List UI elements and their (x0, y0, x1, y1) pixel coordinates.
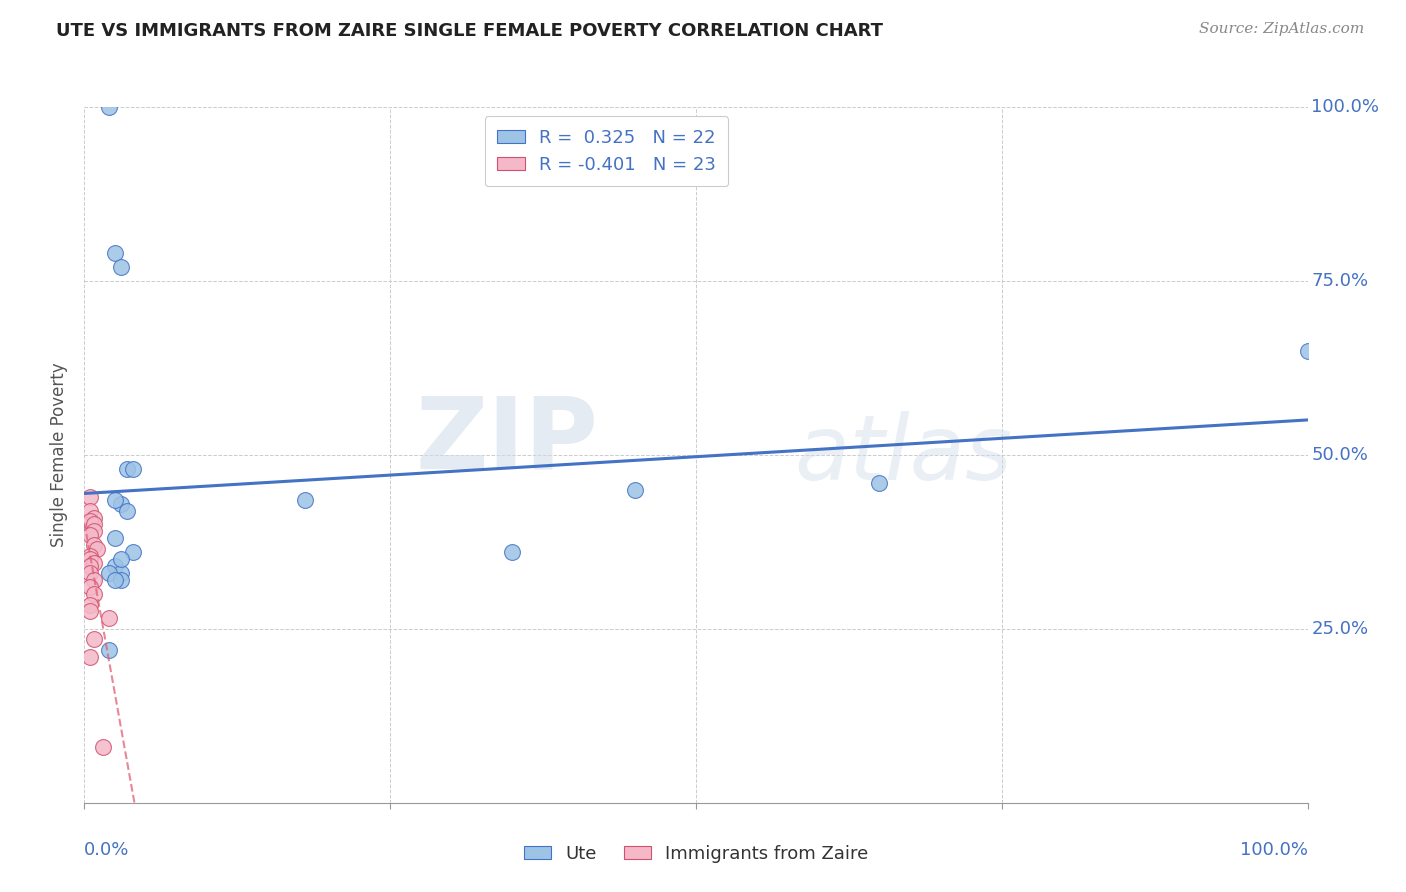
Point (83, 587, 105, 601)
Point (97, 566, 120, 581)
Point (97, 611, 120, 625)
Point (115, 503, 138, 517)
Text: ZIP: ZIP (415, 392, 598, 490)
Point (501, 545, 523, 559)
Point (91, 740, 114, 755)
Point (104, 573, 127, 587)
Text: 100.0%: 100.0% (1240, 841, 1308, 859)
Point (79, 566, 101, 581)
Point (83, 556, 105, 570)
Point (110, 552, 132, 566)
Point (97, 100, 120, 114)
Point (110, 497, 132, 511)
Point (79, 580, 101, 594)
Point (79, 490, 101, 504)
Point (86, 541, 108, 556)
Text: 50.0%: 50.0% (1312, 446, 1368, 464)
Point (83, 632, 105, 647)
Y-axis label: Single Female Poverty: Single Female Poverty (51, 363, 69, 547)
Point (294, 493, 316, 508)
Point (79, 514, 101, 528)
Point (79, 605, 101, 619)
Point (110, 566, 132, 581)
Point (79, 503, 101, 517)
Text: atlas: atlas (794, 411, 1012, 499)
Point (110, 260, 132, 274)
Text: Source: ZipAtlas.com: Source: ZipAtlas.com (1198, 22, 1364, 37)
Text: 75.0%: 75.0% (1312, 272, 1368, 290)
Point (1296, 343, 1319, 358)
Point (79, 528, 101, 542)
Point (79, 549, 101, 563)
Text: 100.0%: 100.0% (1312, 98, 1379, 116)
Point (115, 462, 138, 476)
Point (97, 642, 120, 657)
Point (624, 483, 647, 497)
Text: 0.0%: 0.0% (84, 841, 129, 859)
Point (79, 559, 101, 574)
Point (104, 246, 127, 260)
Point (79, 598, 101, 612)
Text: UTE VS IMMIGRANTS FROM ZAIRE SINGLE FEMALE POVERTY CORRELATION CHART: UTE VS IMMIGRANTS FROM ZAIRE SINGLE FEMA… (56, 22, 883, 40)
Point (104, 493, 127, 508)
Point (122, 462, 145, 476)
Point (122, 545, 145, 559)
Legend: Ute, Immigrants from Zaire: Ute, Immigrants from Zaire (516, 838, 876, 871)
Point (79, 552, 101, 566)
Point (83, 517, 105, 532)
Point (110, 573, 132, 587)
Text: 25.0%: 25.0% (1312, 620, 1368, 638)
Point (869, 475, 891, 490)
Point (83, 510, 105, 524)
Point (79, 649, 101, 664)
Point (104, 559, 127, 574)
Point (83, 538, 105, 552)
Point (83, 573, 105, 587)
Point (104, 532, 127, 546)
Point (83, 524, 105, 539)
